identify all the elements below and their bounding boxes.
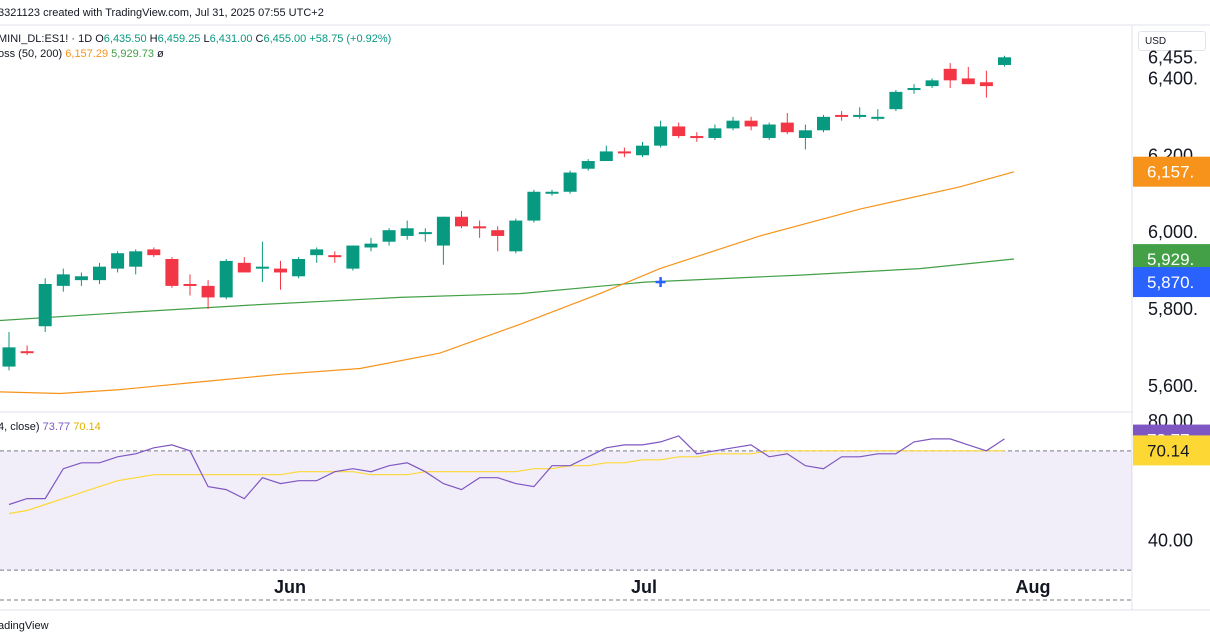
time-tick-label: Aug — [1016, 577, 1051, 597]
candle-body — [473, 226, 487, 229]
candle-body — [527, 191, 541, 221]
candle-body — [979, 82, 993, 87]
candle-body — [382, 230, 396, 242]
ma-suffix-icon[interactable]: ø — [157, 48, 164, 60]
ohlc-change: +58.75 (+0.92%) — [309, 33, 392, 45]
candle-body — [237, 262, 251, 273]
ma200-value: 5,929.73 — [111, 48, 154, 60]
candle-body — [925, 80, 939, 87]
rsi-tick-label: 40.00 — [1148, 530, 1193, 550]
candle-body — [907, 88, 921, 91]
candle-body — [219, 260, 233, 298]
candle-body — [961, 78, 975, 85]
candle-body — [762, 124, 776, 138]
candle-body — [654, 126, 668, 146]
candle-body — [509, 220, 523, 252]
candle-body — [38, 283, 52, 327]
rsi-indicator-name[interactable]: 4, close) — [0, 421, 40, 433]
candle-body — [56, 274, 70, 286]
ohlc-high: H6,459.25 — [149, 33, 201, 45]
candle-body — [726, 120, 740, 129]
candle-body — [744, 120, 758, 127]
candle-body — [835, 114, 849, 117]
rsi-legend: 4, close) 73.77 70.14 — [0, 421, 101, 433]
price-tick-label: 5,800. — [1148, 299, 1198, 319]
price-tag — [1133, 156, 1210, 187]
created-line: 3321123 created with TradingView.com, Ju… — [0, 7, 324, 19]
candle-body — [672, 126, 686, 137]
price-tick-label: 5,600. — [1148, 376, 1198, 396]
candle-body — [491, 230, 505, 236]
price-tag-label: 6,157. — [1147, 163, 1194, 182]
candle-body — [201, 285, 215, 298]
rsi-tag — [1133, 435, 1210, 466]
rsi-ma-line — [8, 450, 1005, 515]
candle-body — [436, 216, 450, 246]
currency-selector[interactable]: USD — [1138, 31, 1206, 51]
candle-body — [400, 228, 414, 236]
candle-body — [165, 259, 179, 286]
candle-body — [998, 57, 1011, 65]
candle-body — [889, 91, 903, 110]
price-tag-label: 5,929. — [1147, 250, 1194, 269]
rsi-tag-label: 70.14 — [1147, 441, 1190, 460]
candle-body — [74, 276, 88, 281]
candle-body — [328, 255, 342, 258]
tradingview-brand: adingView — [0, 620, 49, 632]
symbol-label[interactable]: MINI_DL:ES1! · 1D — [0, 33, 93, 45]
candle-body — [455, 216, 468, 227]
candle-body — [871, 116, 885, 119]
candle-body — [183, 283, 197, 286]
candle-body — [636, 145, 649, 156]
rsi-ma-value: 70.14 — [73, 421, 101, 433]
candle-body — [2, 347, 16, 367]
candle-body — [364, 243, 378, 248]
candle-body — [310, 249, 324, 256]
ohlc-open: O6,435.50 — [95, 33, 147, 45]
candle-body — [599, 151, 613, 162]
candle-body — [129, 251, 143, 267]
rsi-line — [8, 435, 1005, 506]
candle-body — [780, 122, 794, 133]
candle-body — [292, 259, 306, 277]
ohlc-low: L6,431.00 — [203, 33, 253, 45]
candle-body — [581, 161, 595, 169]
price-tick-label: 6,455. — [1148, 47, 1198, 67]
candle-body — [690, 136, 704, 139]
candle-body — [617, 151, 631, 154]
rsi-value: 73.77 — [42, 421, 71, 433]
candle-body — [274, 268, 287, 273]
ma200-line — [0, 258, 1015, 322]
candle-body — [20, 351, 34, 354]
time-tick-label: Jun — [274, 577, 306, 597]
candle-body — [111, 253, 125, 269]
symbol-legend: MINI_DL:ES1! · 1D O6,435.50 H6,459.25 L6… — [0, 33, 391, 45]
candle-body — [147, 249, 161, 256]
candle-body — [563, 172, 577, 192]
candle-body — [418, 232, 432, 235]
ma-legend: oss (50, 200) 6,157.29 5,929.73 ø — [0, 48, 164, 60]
time-tick-label: Jul — [631, 577, 657, 597]
candle-body — [545, 191, 559, 194]
candle-body — [93, 266, 106, 281]
candle-body — [943, 68, 957, 81]
ma50-value: 6,157.29 — [65, 48, 109, 60]
candle-body — [255, 266, 269, 269]
rsi-band — [0, 450, 1132, 571]
candle-body — [708, 128, 722, 138]
candle-body — [817, 116, 830, 131]
ma-indicator-name[interactable]: oss (50, 200) — [0, 48, 63, 60]
ma50-line — [0, 171, 1015, 395]
candle-body — [346, 245, 360, 269]
candle-body — [853, 114, 867, 117]
ohlc-close: C6,455.00 — [255, 33, 307, 45]
price-tag-label: 5,870. — [1147, 273, 1194, 292]
price-tick-label: 6,000. — [1148, 222, 1198, 242]
price-tag — [1133, 267, 1210, 298]
candle-body — [798, 130, 812, 138]
price-tick-label: 6,400. — [1148, 68, 1198, 88]
